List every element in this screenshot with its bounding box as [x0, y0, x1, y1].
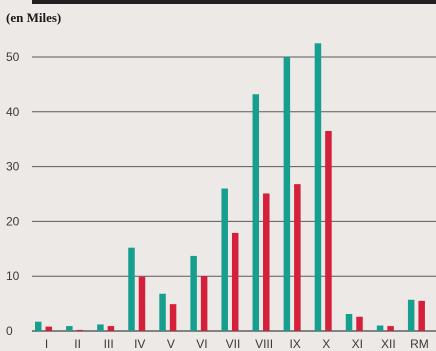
bars: [35, 43, 425, 332]
bar-XI-s1: [345, 314, 353, 331]
x-tick-label-VI: VI: [196, 337, 207, 351]
bar-XII-s2: [387, 326, 394, 331]
bar-IV-s2: [138, 276, 146, 331]
x-tick-label-IX: IX: [289, 337, 300, 351]
x-tick-label-V: V: [167, 337, 175, 351]
bar-IX-s1: [283, 57, 291, 331]
bar-X-s1: [314, 43, 322, 332]
bar-XII-s1: [376, 325, 384, 331]
x-tick-label-VIII: VIII: [255, 337, 273, 351]
y-tick-label-30: 30: [6, 160, 20, 174]
y-tick-label-20: 20: [6, 214, 20, 228]
bar-VIII-s1: [252, 94, 260, 331]
grid-lines: [32, 56, 436, 332]
x-tick-label-IV: IV: [134, 337, 145, 351]
bar-RM-s1: [407, 299, 415, 331]
bar-III-s1: [97, 324, 104, 331]
y-tick-label-0: 0: [6, 324, 13, 338]
x-tick-label-RM: RM: [410, 337, 429, 351]
x-axis-ticks: I II III IV V VI VII VIII IX X XI XII RM: [45, 337, 429, 351]
bar-II-s1: [66, 326, 73, 331]
bar-RM-s2: [418, 300, 425, 331]
x-tick-label-II: II: [74, 337, 81, 351]
y-tick-label-50: 50: [6, 50, 20, 64]
bar-VII-s2: [231, 232, 239, 331]
bar-IX-s2: [294, 184, 301, 331]
bar-IV-s1: [128, 247, 135, 331]
bar-V-s1: [159, 293, 166, 331]
unit-label: (en Miles): [6, 10, 61, 25]
x-tick-label-III: III: [104, 337, 114, 351]
x-tick-label-VII: VII: [226, 337, 241, 351]
bar-III-s2: [107, 326, 115, 331]
bar-VI-s2: [200, 276, 208, 331]
top-band: [32, 0, 436, 4]
y-axis-ticks: 0 10 20 30 40 50: [6, 50, 20, 338]
bar-I-s2: [45, 326, 52, 331]
bar-XI-s2: [356, 316, 363, 331]
x-tick-label-XI: XI: [352, 337, 363, 351]
x-tick-label-I: I: [45, 337, 48, 351]
bar-II-s2: [76, 329, 84, 331]
x-tick-label-XII: XII: [381, 337, 396, 351]
y-tick-label-10: 10: [6, 269, 20, 283]
bar-VI-s1: [190, 255, 197, 331]
bar-VII-s1: [221, 188, 228, 331]
bar-VIII-s2: [263, 193, 270, 331]
bar-I-s1: [35, 321, 42, 331]
bar-V-s2: [169, 304, 177, 331]
y-tick-label-40: 40: [6, 105, 20, 119]
bar-X-s2: [325, 130, 332, 331]
x-tick-label-X: X: [322, 337, 330, 351]
